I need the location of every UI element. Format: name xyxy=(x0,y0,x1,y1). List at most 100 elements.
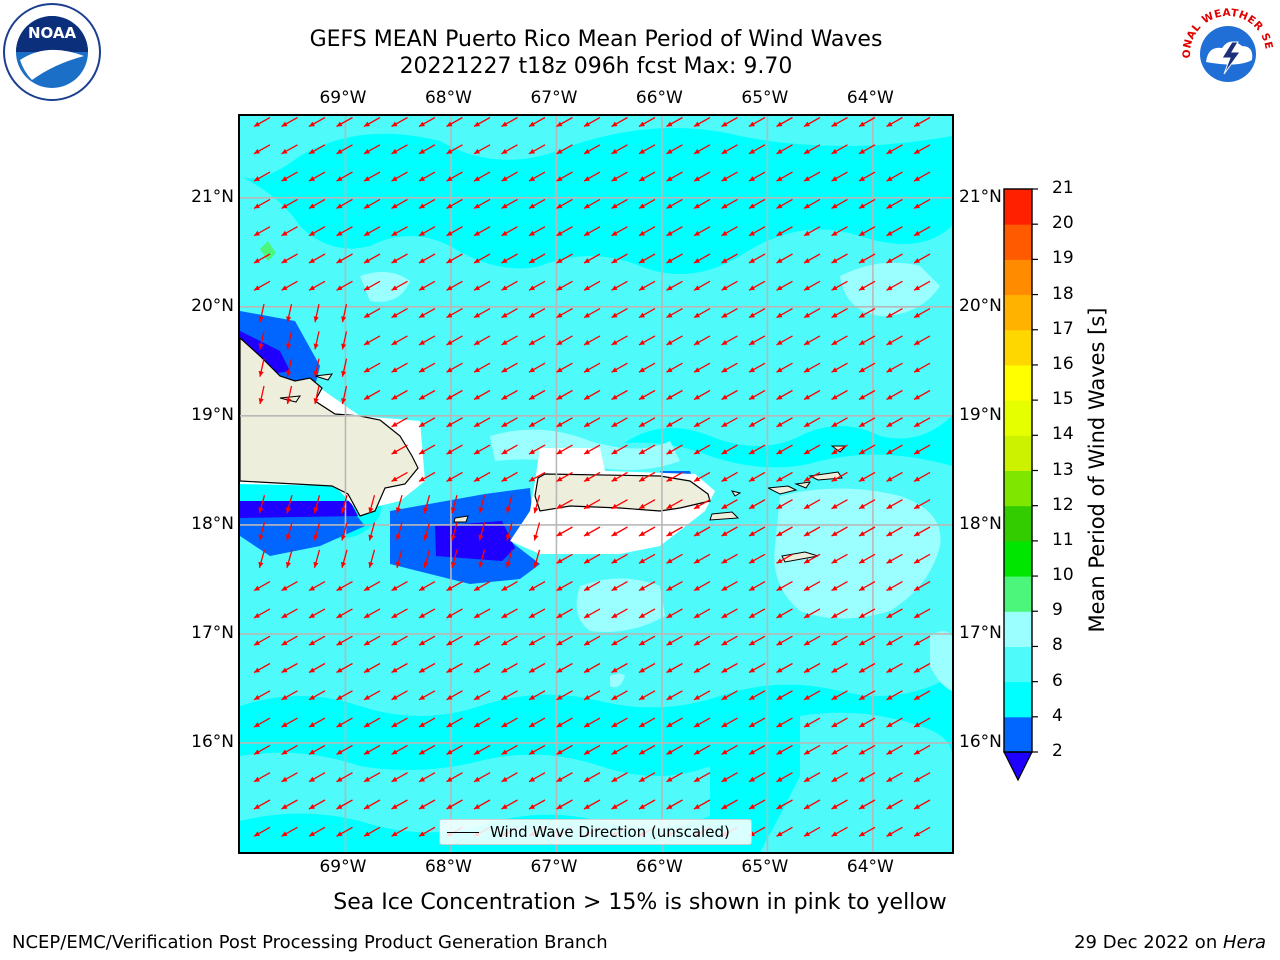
wind-arrow xyxy=(281,744,298,755)
wind-arrow xyxy=(368,522,376,541)
wind-arrow xyxy=(418,635,436,646)
wind-arrow xyxy=(886,799,903,810)
wind-arrow xyxy=(391,226,408,237)
wind-arrow xyxy=(693,608,711,619)
wind-arrow xyxy=(886,171,903,182)
wind-arrow xyxy=(693,226,711,237)
wind-arrow xyxy=(831,444,848,455)
wind-arrow xyxy=(341,303,348,323)
wind-arrow xyxy=(473,226,491,237)
colorbar-tick-label: 21 xyxy=(1052,178,1074,198)
wind-arrow xyxy=(473,690,491,701)
wind-arrow xyxy=(336,116,353,128)
longitude-tick-label: 68°W xyxy=(424,857,472,877)
wind-arrow xyxy=(253,772,271,783)
wind-arrow xyxy=(721,116,738,128)
wind-arrow xyxy=(583,417,601,428)
wind-arrow xyxy=(281,226,298,237)
map-legend: Wind Wave Direction (unscaled) xyxy=(439,819,752,845)
wind-arrow xyxy=(611,690,628,701)
wind-arrow xyxy=(803,799,821,810)
wind-arrow xyxy=(583,116,601,128)
wind-arrow xyxy=(308,690,326,701)
wind-arrow xyxy=(473,308,491,319)
wind-arrow xyxy=(583,171,601,182)
wind-arrow xyxy=(418,471,436,482)
wind-arrow xyxy=(253,799,271,810)
wind-arrow xyxy=(858,772,876,783)
wind-arrow xyxy=(721,553,738,564)
longitude-tick-label: 66°W xyxy=(635,857,683,877)
wind-arrow xyxy=(858,389,876,401)
wind-arrow xyxy=(611,335,628,346)
wind-arrow xyxy=(281,799,298,810)
wind-arrow xyxy=(858,690,876,701)
wind-arrow xyxy=(473,635,491,646)
wind-arrow xyxy=(748,717,766,728)
wind-arrow xyxy=(666,717,683,728)
wind-arrow xyxy=(693,526,711,537)
wind-arrow xyxy=(556,690,573,701)
wind-arrow xyxy=(721,526,738,537)
wind-arrow xyxy=(776,389,793,401)
wind-arrow xyxy=(528,471,546,482)
wind-arrow xyxy=(418,417,436,428)
wind-arrow xyxy=(611,253,628,264)
wind-arrow xyxy=(638,389,656,401)
wind-arrow xyxy=(556,444,573,455)
wind-arrow xyxy=(748,417,766,428)
wind-arrow xyxy=(748,553,766,564)
wind-arrow xyxy=(363,144,381,155)
wind-arrow xyxy=(803,417,821,428)
wind-arrow xyxy=(666,308,683,319)
wind-arrow xyxy=(611,144,628,155)
wind-arrow xyxy=(831,772,848,783)
wind-arrow xyxy=(253,581,271,592)
wind-arrow xyxy=(446,144,463,155)
wind-arrow xyxy=(721,471,738,482)
wind-arrow xyxy=(583,308,601,319)
wind-arrow xyxy=(528,635,546,646)
wind-arrow xyxy=(556,471,573,482)
wind-arrow xyxy=(748,799,766,810)
wind-arrow xyxy=(913,444,931,455)
wind-arrow xyxy=(363,608,381,619)
wind-arrow xyxy=(478,495,486,514)
wind-arrow xyxy=(666,444,683,455)
wind-arrow xyxy=(776,553,793,564)
colorbar-tick-label: 8 xyxy=(1052,635,1063,656)
wind-arrow xyxy=(391,116,408,128)
wind-arrow xyxy=(803,308,821,319)
wind-arrow xyxy=(363,171,381,182)
wind-arrow xyxy=(748,362,766,373)
wind-arrow xyxy=(611,499,628,510)
wind-arrow xyxy=(501,581,518,592)
wind-arrow xyxy=(308,144,326,155)
wind-arrow xyxy=(831,553,848,564)
wind-arrow xyxy=(913,171,931,182)
wind-arrow xyxy=(363,581,381,592)
wind-arrow xyxy=(831,635,848,646)
wind-arrow xyxy=(666,799,683,810)
wind-arrow xyxy=(886,690,903,701)
wind-arrow xyxy=(776,772,793,783)
colorbar-tick-label: 20 xyxy=(1052,213,1074,234)
wind-arrow xyxy=(341,385,348,405)
wind-arrow xyxy=(528,581,546,592)
wind-arrow xyxy=(501,744,518,755)
wind-arrow xyxy=(501,116,518,128)
wind-arrow xyxy=(583,144,601,155)
latitude-tick-label: 19°N xyxy=(191,404,234,425)
wind-arrow xyxy=(611,226,628,237)
wind-arrow xyxy=(473,744,491,755)
wind-arrow xyxy=(858,608,876,619)
wind-arrow xyxy=(666,553,683,564)
colorbar-tick-label: 6 xyxy=(1052,670,1063,691)
wind-arrow xyxy=(418,144,436,155)
wind-arrow xyxy=(886,553,903,564)
wind-arrow xyxy=(886,308,903,319)
colorbar-segment xyxy=(1004,189,1032,225)
colorbar-tick-label: 12 xyxy=(1052,494,1074,515)
wind-arrow xyxy=(363,772,381,783)
wind-arrow xyxy=(556,553,573,564)
